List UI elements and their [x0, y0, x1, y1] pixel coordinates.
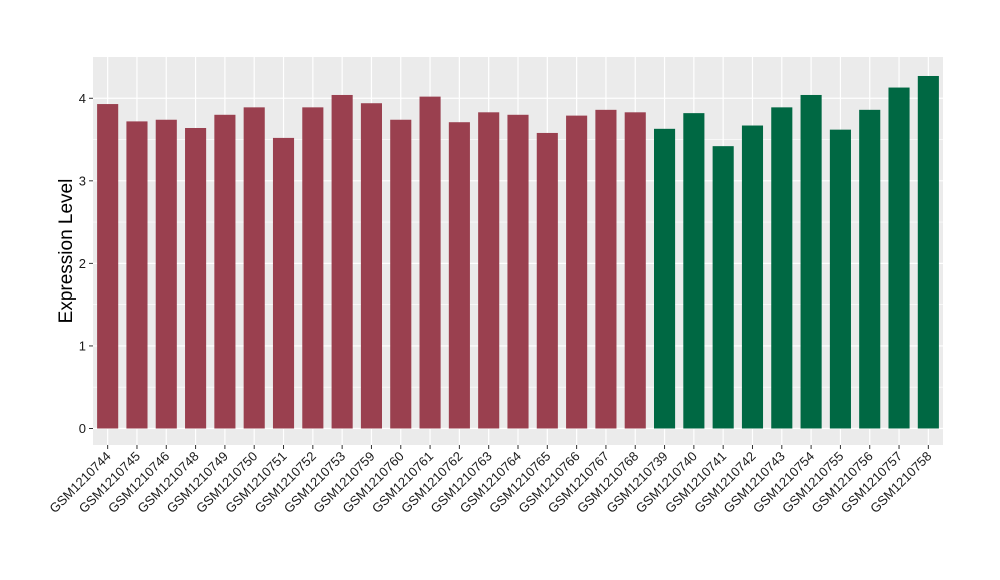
bar-GSM1210764: [507, 114, 529, 429]
y-axis-title: Expression Level: [56, 179, 77, 324]
bar-GSM1210757: [888, 87, 910, 429]
bar-GSM1210754: [800, 94, 822, 429]
bar-GSM1210756: [859, 109, 881, 429]
bar-GSM1210741: [712, 146, 734, 429]
bar-GSM1210739: [654, 128, 676, 429]
bar-GSM1210765: [536, 132, 558, 429]
bar-GSM1210762: [448, 122, 470, 429]
bar-GSM1210753: [331, 94, 353, 429]
bar-GSM1210740: [683, 113, 705, 429]
y-tick-label: 2: [79, 256, 86, 271]
x-axis: GSM1210744GSM1210745GSM1210746GSM1210748…: [46, 445, 934, 516]
bar-GSM1210751: [272, 137, 295, 429]
y-tick-label: 4: [79, 91, 86, 106]
bar-GSM1210755: [829, 129, 851, 429]
bar-GSM1210767: [595, 109, 617, 429]
bar-GSM1210749: [214, 114, 236, 429]
bar-GSM1210763: [478, 112, 500, 429]
bar-GSM1210759: [360, 103, 382, 429]
bar-GSM1210748: [185, 127, 207, 429]
bar-GSM1210744: [97, 104, 119, 429]
y-tick-label: 0: [79, 421, 86, 436]
bar-GSM1210742: [741, 125, 764, 429]
bar-GSM1210743: [771, 107, 793, 429]
bar-GSM1210750: [243, 107, 265, 429]
bars: [97, 75, 939, 429]
bar-GSM1210766: [566, 115, 588, 429]
bar-GSM1210760: [390, 119, 412, 429]
y-axis: 0 1 2 3 4: [79, 91, 93, 436]
bar-GSM1210761: [419, 96, 441, 429]
bar-GSM1210768: [624, 112, 646, 429]
y-tick-label: 3: [79, 173, 86, 188]
bar-GSM1210746: [155, 119, 177, 429]
bar-GSM1210758: [917, 75, 939, 429]
bar-GSM1210745: [126, 121, 148, 429]
bar-GSM1210752: [302, 107, 324, 429]
y-tick-label: 1: [79, 338, 86, 353]
